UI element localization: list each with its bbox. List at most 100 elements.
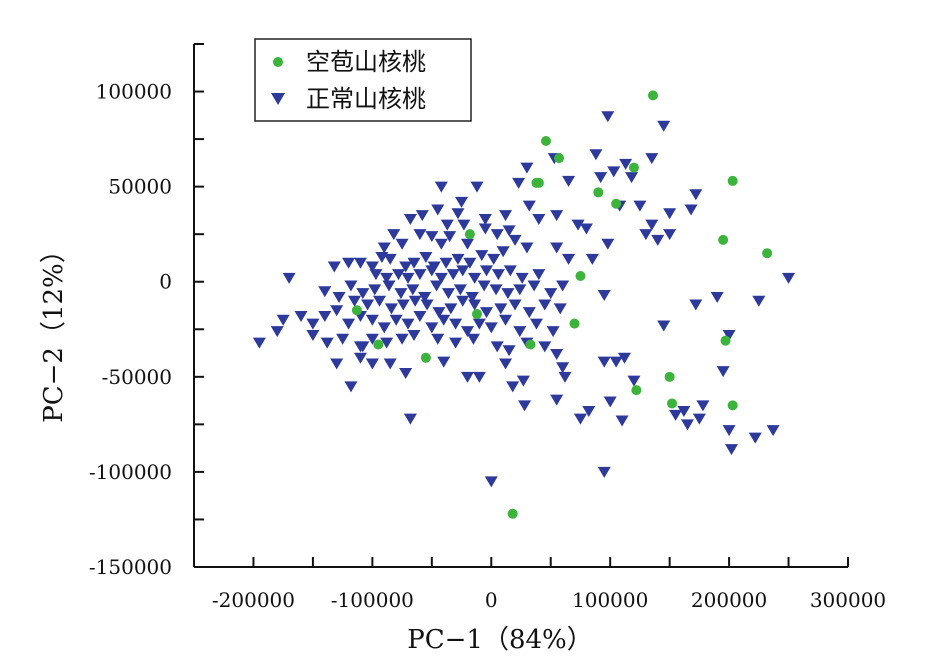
data-point-normal	[669, 409, 683, 421]
data-point-normal	[619, 158, 633, 170]
data-point-normal	[496, 246, 510, 258]
x-axis-ticks: -200000 -100000 0 100000 200000 300000	[193, 557, 886, 612]
data-point-normal	[468, 299, 482, 311]
data-point-normal	[538, 299, 552, 311]
data-point-normal	[394, 288, 408, 300]
data-point-normal	[782, 272, 796, 284]
data-point-normal	[270, 326, 284, 338]
data-point-normal	[327, 261, 341, 273]
data-point-normal	[382, 280, 396, 292]
data-point-normal	[601, 111, 615, 123]
data-point-normal	[342, 257, 356, 269]
data-point-normal	[748, 432, 762, 444]
data-point-normal	[657, 320, 671, 332]
data-point-normal	[553, 303, 567, 315]
data-point-normal	[601, 238, 615, 250]
data-point-normal	[336, 333, 350, 345]
x-axis-title: PC−1（84%）	[407, 625, 593, 655]
data-point-normal	[639, 229, 653, 241]
data-point-normal	[722, 329, 736, 341]
data-point-normal	[456, 295, 470, 307]
data-point-normal	[645, 219, 659, 231]
y-tick-label: 0	[159, 270, 172, 294]
data-point-normal	[395, 238, 409, 250]
data-point-normal	[550, 210, 564, 222]
x-tick-label: 200000	[691, 588, 767, 612]
data-point-normal	[460, 238, 474, 250]
data-point-normal	[432, 307, 446, 319]
data-point-normal	[710, 291, 724, 303]
data-point-normal	[663, 208, 677, 220]
data-point-normal	[344, 280, 358, 292]
data-point-normal	[434, 238, 448, 250]
data-point-normal	[609, 356, 623, 368]
legend-marker-normal	[271, 93, 285, 105]
data-point-normal	[550, 348, 564, 360]
data-point-normal	[451, 208, 465, 220]
data-point-normal	[513, 284, 527, 296]
data-point-normal	[431, 333, 445, 345]
data-point-normal	[491, 269, 505, 281]
y-tick-label: -150000	[89, 555, 172, 579]
data-point-normal	[408, 295, 422, 307]
data-point-empty-husk	[525, 339, 536, 350]
data-point-normal	[407, 257, 421, 269]
data-point-normal	[456, 265, 470, 277]
data-point-normal	[453, 284, 467, 296]
data-point-normal	[383, 358, 397, 370]
legend-box	[254, 38, 472, 122]
data-point-normal	[477, 280, 491, 292]
data-point-normal	[696, 400, 710, 412]
data-point-normal	[365, 358, 379, 370]
data-point-normal	[752, 295, 766, 307]
data-point-empty-husk	[718, 234, 729, 245]
data-point-normal	[425, 322, 439, 334]
axes	[193, 44, 848, 568]
data-point-normal	[499, 210, 513, 222]
data-point-normal	[499, 314, 513, 326]
data-point-normal	[558, 371, 572, 383]
data-point-empty-husk	[720, 335, 731, 346]
data-point-normal	[399, 261, 413, 273]
data-point-normal	[503, 265, 517, 277]
data-point-normal	[348, 295, 362, 307]
data-point-normal	[677, 406, 691, 418]
data-point-normal	[494, 303, 508, 315]
data-point-normal	[502, 225, 516, 237]
data-point-normal	[420, 299, 434, 311]
data-point-empty-husk	[472, 309, 483, 320]
data-point-normal	[657, 120, 671, 132]
data-point-normal	[582, 406, 596, 418]
data-point-normal	[434, 181, 448, 193]
data-point-normal	[502, 345, 516, 357]
data-point-normal	[487, 253, 501, 265]
legend: 空苞山核桃 正常山核桃	[254, 38, 472, 122]
data-point-normal	[282, 272, 296, 284]
data-point-normal	[594, 172, 608, 184]
data-point-normal	[538, 341, 552, 353]
data-point-normal	[356, 288, 370, 300]
data-point-normal	[597, 290, 611, 302]
data-point-normal	[522, 200, 536, 212]
data-point-normal	[527, 280, 541, 292]
data-point-normal	[513, 326, 527, 338]
data-point-normal	[434, 272, 448, 284]
data-point-normal	[633, 200, 647, 212]
data-point-normal	[330, 358, 344, 370]
data-point-normal	[470, 181, 484, 193]
data-point-empty-husk	[351, 305, 362, 316]
data-point-normal	[556, 280, 570, 292]
data-point-normal	[489, 284, 503, 296]
data-point-normal	[399, 368, 413, 380]
data-point-empty-husk	[727, 175, 738, 186]
data-point-normal	[318, 310, 332, 322]
data-point-normal	[418, 291, 432, 303]
data-point-normal	[585, 253, 599, 265]
data-point-normal	[318, 286, 332, 298]
data-point-normal	[512, 177, 526, 189]
data-point-normal	[356, 341, 370, 353]
data-point-normal	[480, 265, 494, 277]
data-point-normal	[387, 229, 401, 241]
data-point-normal	[766, 425, 780, 437]
